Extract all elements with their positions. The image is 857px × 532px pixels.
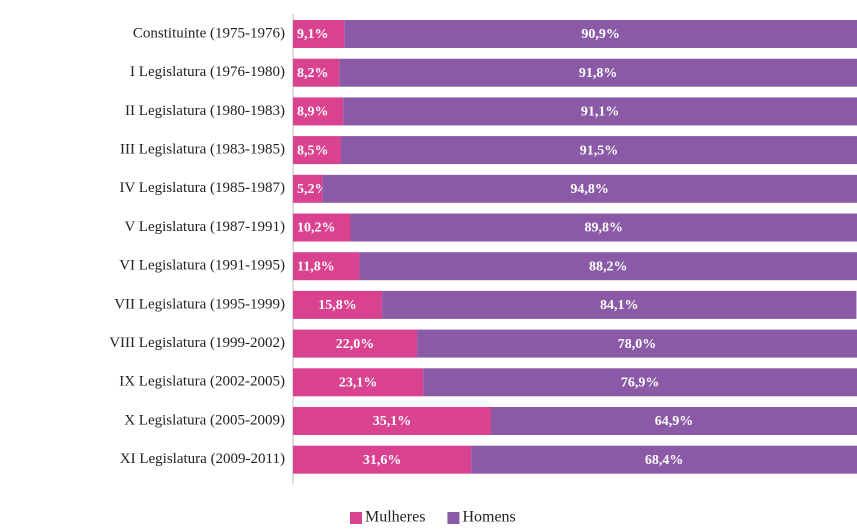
value-label: 10,2%	[297, 221, 336, 236]
bar-segment	[343, 97, 857, 126]
value-label: 8,9%	[297, 105, 329, 120]
legend-label: Mulheres	[365, 509, 425, 526]
value-label: 31,6%	[363, 453, 402, 468]
y-tick-label: II Legislatura (1980-1983)	[125, 103, 285, 119]
y-tick-label: I Legislatura (1976-1980)	[130, 64, 285, 80]
bar-segment	[293, 407, 491, 435]
y-tick-label: Constituinte (1975-1976)	[133, 25, 285, 41]
bar-segment	[293, 136, 341, 165]
bar-segment	[293, 174, 323, 203]
value-label: 9,1%	[297, 27, 329, 42]
bar-segment	[293, 368, 424, 397]
value-label: 15,8%	[318, 298, 357, 313]
bar-segment	[293, 97, 344, 126]
value-label: 35,1%	[373, 414, 412, 429]
bar-segment	[423, 368, 857, 397]
value-label: 94,8%	[570, 182, 609, 197]
value-label: 91,5%	[580, 143, 619, 158]
value-label: 91,1%	[581, 105, 620, 120]
legend-swatch	[447, 512, 460, 524]
y-tick-label: XI Legislatura (2009-2011)	[120, 451, 285, 467]
value-label: 23,1%	[339, 376, 378, 391]
value-label: 8,5%	[297, 143, 329, 158]
value-label: 22,0%	[336, 337, 375, 352]
value-label: 89,8%	[585, 221, 624, 236]
bar-segment	[344, 20, 857, 48]
bar-segment	[293, 58, 340, 87]
bar-segment	[471, 445, 857, 474]
bar-segment	[350, 213, 857, 242]
bar-segment	[293, 445, 472, 474]
bar-segment	[339, 58, 857, 87]
value-label: 90,9%	[581, 27, 620, 42]
value-label: 5,2%	[297, 182, 329, 197]
bar-segment	[293, 252, 360, 281]
y-tick-label: V Legislatura (1987-1991)	[124, 219, 285, 235]
legend-label: Homens	[462, 509, 515, 526]
bar-segment	[382, 290, 857, 319]
legend-swatch	[350, 512, 362, 524]
y-tick-label: VII Legislatura (1995-1999)	[114, 296, 285, 312]
value-label: 68,4%	[645, 453, 684, 468]
bar-segment	[417, 329, 857, 358]
bar-segment	[322, 174, 857, 203]
bar-segment	[340, 136, 857, 165]
bar-segment	[359, 252, 857, 281]
value-label: 11,8%	[297, 259, 335, 274]
y-tick-label: IV Legislatura (1985-1987)	[119, 180, 285, 196]
value-label: 76,9%	[621, 376, 660, 391]
bar-segment	[293, 213, 351, 242]
y-tick-label: IX Legislatura (2002-2005)	[119, 374, 285, 390]
bar-segment	[293, 290, 383, 319]
value-label: 8,2%	[297, 66, 329, 81]
y-tick-label: VI Legislatura (1991-1995)	[119, 258, 285, 274]
value-label: 78,0%	[618, 337, 657, 352]
bar-segment	[293, 20, 345, 48]
bar-segment	[490, 407, 857, 435]
bar-segment	[293, 329, 418, 358]
value-label: 91,8%	[579, 66, 618, 81]
y-tick-label: X Legislatura (2005-2009)	[124, 412, 285, 428]
y-tick-label: III Legislatura (1983-1985)	[120, 142, 285, 158]
value-label: 88,2%	[589, 259, 628, 274]
y-tick-label: VIII Legislatura (1999-2002)	[109, 335, 285, 351]
value-label: 64,9%	[655, 414, 694, 429]
value-label: 84,1%	[600, 298, 639, 313]
